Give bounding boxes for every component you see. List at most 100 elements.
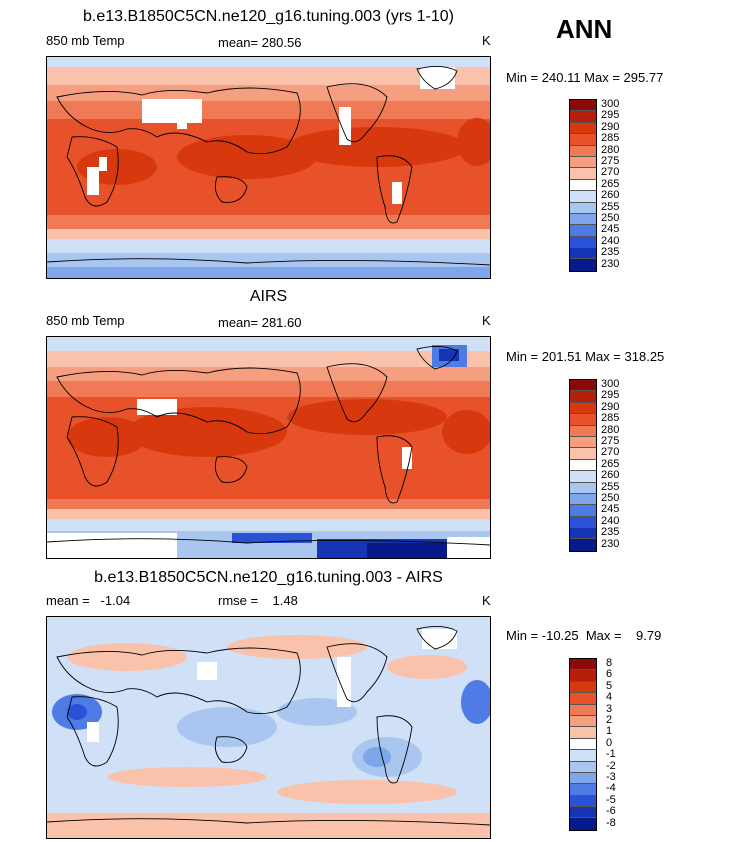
colorbar-label: -4 [606,782,616,795]
panel-2-colorbar-labels: 300 295 290 285 280 275 270 265 260 255 … [601,379,641,550]
colorbar-label: 2 [606,714,613,726]
colorbar-label: 280 [601,143,620,156]
colorbar-swatch [570,784,596,796]
colorbar-label: 265 [601,177,620,190]
colorbar-label: 230 [601,537,620,550]
colorbar-swatch [570,693,596,705]
panel-2-colorbar [569,379,597,552]
colorbar-label: 260 [601,469,620,482]
colorbar-label: 295 [601,109,620,122]
colorbar-swatch [570,807,596,819]
colorbar-label: 260 [601,189,620,202]
colorbar-swatch [570,482,596,494]
colorbar-label: 295 [601,389,620,402]
colorbar-label: 255 [601,200,620,213]
colorbar-swatch [570,225,596,237]
colorbar-label: 300 [601,98,620,110]
panel-1-variable-label: 850 mb Temp [46,33,125,48]
panel-3-units: K [482,593,491,608]
colorbar-swatch [570,134,596,146]
colorbar-label: 1 [606,725,613,738]
colorbar-swatch [570,727,596,739]
panel-3-title: b.e13.B1850C5CN.ne120_g16.tuning.003 - A… [94,569,443,586]
colorbar-label: 270 [601,166,620,179]
colorbar-swatch [570,425,596,437]
colorbar-label: 270 [601,446,620,459]
colorbar-swatch [570,704,596,716]
colorbar-label: 0 [606,736,613,749]
panel-2-title: AIRS [249,288,288,305]
panel-1-mean-label: mean= 280.56 [218,35,302,50]
panel-2-variable-label: 850 mb Temp [46,313,125,328]
colorbar-swatch [570,761,596,773]
colorbar-label: 250 [601,492,620,504]
colorbar-swatch [570,471,596,483]
colorbar-label: 8 [606,657,613,669]
colorbar-label: 245 [601,503,620,516]
colorbar-label: 235 [601,246,620,259]
colorbar-label: 285 [601,132,620,145]
colorbar-label: -2 [606,759,616,772]
colorbar-label: 275 [601,435,620,447]
colorbar-label: 290 [601,400,620,413]
colorbar-swatch [570,681,596,694]
panel-1-map [46,56,491,279]
colorbar-swatch [570,213,596,226]
colorbar-swatch [570,659,596,671]
panel-2-mean-label: mean= 281.60 [218,315,302,330]
colorbar-label: 285 [601,412,620,425]
colorbar-label: 250 [601,212,620,224]
panel-3-colorbar [569,658,597,831]
colorbar-swatch [570,202,596,214]
panel-3-minmax: Min = -10.25 Max = 9.79 [506,628,662,643]
colorbar-swatch [570,391,596,403]
colorbar-label: 265 [601,457,620,470]
colorbar-label: -6 [606,805,616,818]
colorbar-swatch [570,236,596,249]
colorbar-swatch [570,156,596,169]
colorbar-swatch [570,505,596,517]
colorbar-swatch [570,436,596,449]
colorbar-label: 280 [601,423,620,436]
colorbar-swatch [570,100,596,112]
colorbar-label: 300 [601,378,620,390]
colorbar-swatch [570,795,596,808]
colorbar-swatch [570,528,596,540]
colorbar-label: 5 [606,679,613,692]
colorbar-swatch [570,448,596,460]
panel-2-minmax: Min = 201.51 Max = 318.25 [506,349,665,364]
colorbar-swatch [570,111,596,123]
colorbar-swatch [570,539,596,551]
colorbar-swatch [570,168,596,180]
colorbar-label: 245 [601,223,620,236]
colorbar-label: 4 [606,691,613,704]
colorbar-label: -3 [606,771,616,783]
colorbar-swatch [570,818,596,830]
colorbar-swatch [570,772,596,785]
colorbar-swatch [570,402,596,415]
panel-1-colorbar [569,99,597,272]
colorbar-label: 255 [601,480,620,493]
panel-3-mean-label: mean = -1.04 [46,593,131,608]
colorbar-label: 3 [606,702,613,715]
colorbar-label: -5 [606,793,616,806]
panel-3-rmse-label: rmse = 1.48 [218,593,298,608]
colorbar-label: 240 [601,234,620,247]
colorbar-label: 290 [601,120,620,133]
panel-3-map [46,616,491,839]
colorbar-label: 240 [601,514,620,527]
season-label: ANN [556,14,613,44]
colorbar-swatch [570,414,596,426]
colorbar-swatch [570,145,596,157]
colorbar-swatch [570,670,596,682]
colorbar-label: 235 [601,526,620,539]
colorbar-label: 275 [601,155,620,167]
panel-1-colorbar-labels: 300 295 290 285 280 275 270 265 260 255 … [601,99,641,270]
colorbar-swatch [570,191,596,203]
colorbar-swatch [570,122,596,135]
panel-3-colorbar-labels: 8 6 5 4 3 2 1 0 -1 -2 -3 -4 -5 -6 -8 [606,658,646,829]
panel-1-minmax: Min = 240.11 Max = 295.77 [506,70,664,85]
colorbar-swatch [570,738,596,751]
colorbar-swatch [570,459,596,472]
colorbar-swatch [570,179,596,192]
